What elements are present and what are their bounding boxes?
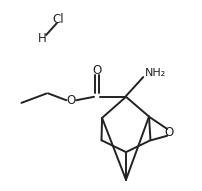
Text: O: O	[92, 64, 101, 77]
Text: Cl: Cl	[52, 13, 64, 26]
Text: O: O	[164, 126, 173, 139]
Text: NH₂: NH₂	[144, 68, 165, 78]
Text: O: O	[66, 94, 76, 107]
Text: H: H	[38, 32, 47, 45]
